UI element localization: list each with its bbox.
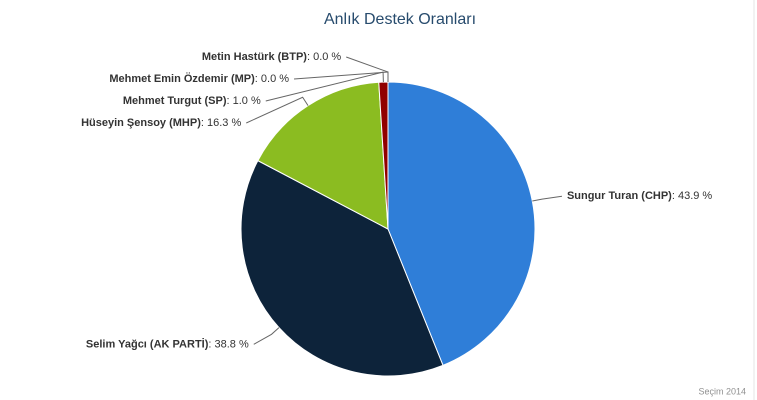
value-label: : 43.9 % bbox=[672, 190, 713, 202]
slice-name: Selim Yağcı (AK PARTİ) bbox=[86, 337, 209, 350]
value-label: : 0.0 % bbox=[255, 73, 289, 85]
data-label: Selim Yağcı (AK PARTİ): 38.8 % bbox=[86, 337, 249, 350]
data-label: Metin Hastürk (BTP): 0.0 % bbox=[202, 51, 342, 63]
credits: Seçim 2014 bbox=[698, 386, 746, 396]
pie-slice bbox=[387, 81, 536, 366]
pie-slice bbox=[240, 159, 444, 377]
connector bbox=[246, 96, 309, 124]
slice-name: Hüseyin Şensoy (MHP) bbox=[81, 117, 201, 129]
data-label: Mehmet Turgut (SP): 1.0 % bbox=[123, 95, 261, 107]
value-label: : 0.0 % bbox=[307, 51, 341, 63]
data-label: Hüseyin Şensoy (MHP): 16.3 % bbox=[81, 117, 241, 129]
connector bbox=[253, 327, 280, 345]
value-label: : 1.0 % bbox=[227, 95, 261, 107]
value-label: : 38.8 % bbox=[208, 338, 249, 350]
connector bbox=[293, 71, 389, 82]
slice-name: Metin Hastürk (BTP) bbox=[202, 51, 307, 63]
chart-title: Anlık Destek Oranları bbox=[324, 11, 476, 28]
pie-slice bbox=[257, 81, 389, 230]
value-label: : 16.3 % bbox=[201, 117, 242, 129]
data-label: Sungur Turan (CHP): 43.9 % bbox=[567, 190, 712, 202]
connector bbox=[532, 195, 563, 202]
slice-name: Sungur Turan (CHP) bbox=[567, 190, 672, 202]
slice-name: Mehmet Turgut (SP) bbox=[123, 95, 227, 107]
data-label: Mehmet Emin Özdemir (MP): 0.0 % bbox=[109, 72, 289, 85]
slice-name: Mehmet Emin Özdemir (MP) bbox=[109, 72, 255, 85]
